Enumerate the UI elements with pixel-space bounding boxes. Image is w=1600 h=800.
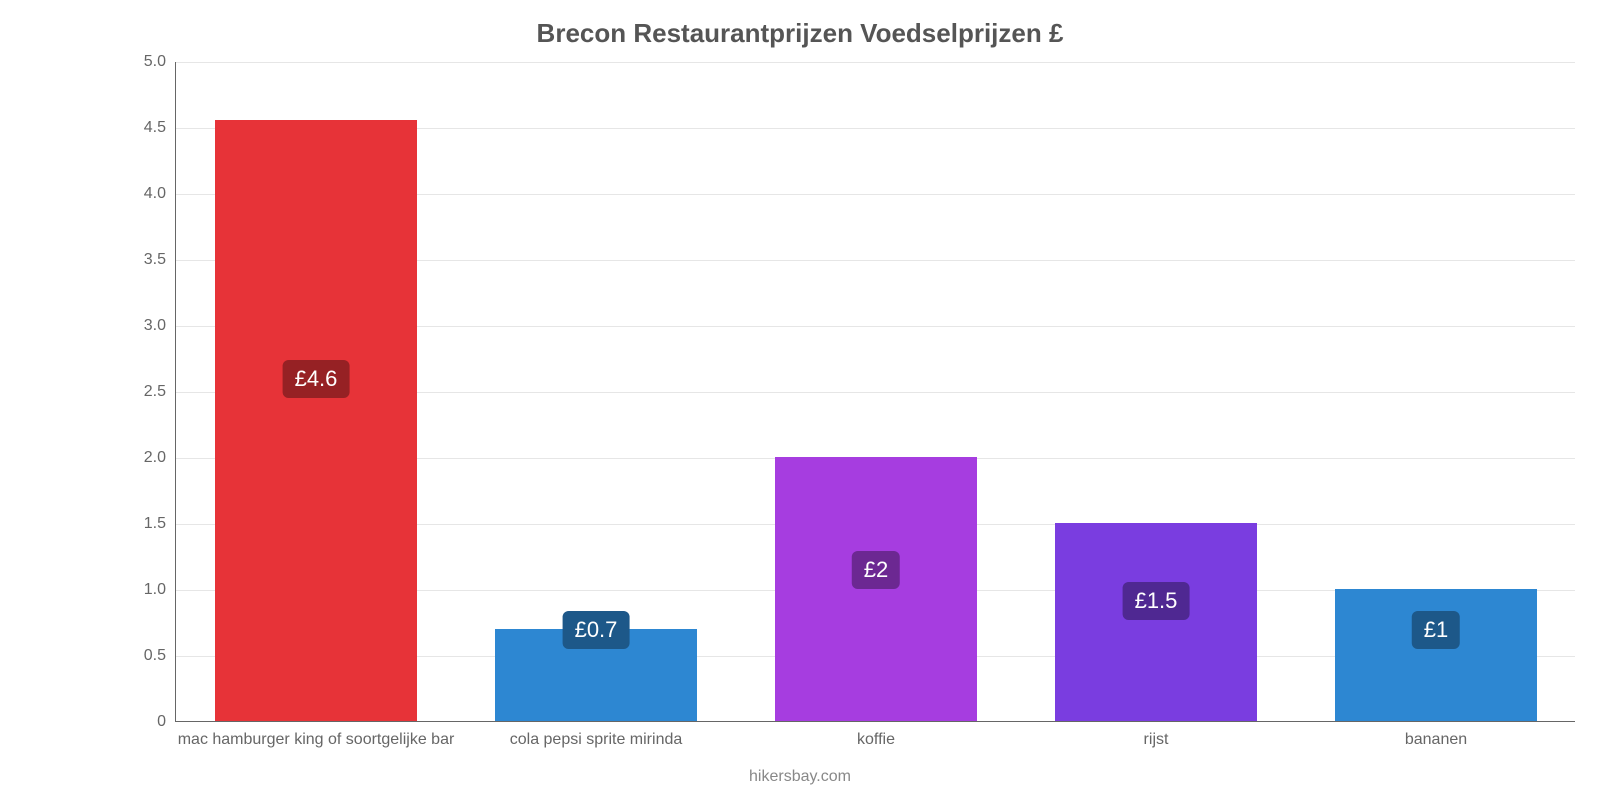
bar-value-label: £4.6 bbox=[283, 360, 350, 398]
bar-value-label: £1.5 bbox=[1123, 582, 1190, 620]
x-tick-label: koffie bbox=[857, 721, 895, 749]
chart-attribution: hikersbay.com bbox=[0, 768, 1600, 786]
chart-title: Brecon Restaurantprijzen Voedselprijzen … bbox=[0, 18, 1600, 49]
y-tick-label: 1.5 bbox=[144, 515, 176, 533]
bar-value-label: £0.7 bbox=[563, 611, 630, 649]
y-tick-label: 1.0 bbox=[144, 581, 176, 599]
x-tick-label: mac hamburger king of soortgelijke bar bbox=[178, 721, 455, 749]
x-tick-label: rijst bbox=[1144, 721, 1169, 749]
price-bar-chart: Brecon Restaurantprijzen Voedselprijzen … bbox=[0, 0, 1600, 800]
gridline bbox=[176, 62, 1575, 63]
x-tick-label: bananen bbox=[1405, 721, 1467, 749]
bar bbox=[1335, 589, 1537, 721]
y-tick-label: 3.5 bbox=[144, 251, 176, 269]
y-tick-label: 0 bbox=[157, 713, 176, 731]
plot-area: 00.51.01.52.02.53.03.54.04.55.0£4.6mac h… bbox=[175, 62, 1575, 722]
y-tick-label: 0.5 bbox=[144, 647, 176, 665]
y-tick-label: 4.0 bbox=[144, 185, 176, 203]
y-tick-label: 3.0 bbox=[144, 317, 176, 335]
bar-value-label: £1 bbox=[1412, 611, 1460, 649]
bar bbox=[1055, 523, 1257, 721]
y-tick-label: 5.0 bbox=[144, 53, 176, 71]
y-tick-label: 2.5 bbox=[144, 383, 176, 401]
bar-value-label: £2 bbox=[852, 551, 900, 589]
x-tick-label: cola pepsi sprite mirinda bbox=[510, 721, 683, 749]
y-tick-label: 4.5 bbox=[144, 119, 176, 137]
bar bbox=[215, 120, 417, 721]
y-tick-label: 2.0 bbox=[144, 449, 176, 467]
